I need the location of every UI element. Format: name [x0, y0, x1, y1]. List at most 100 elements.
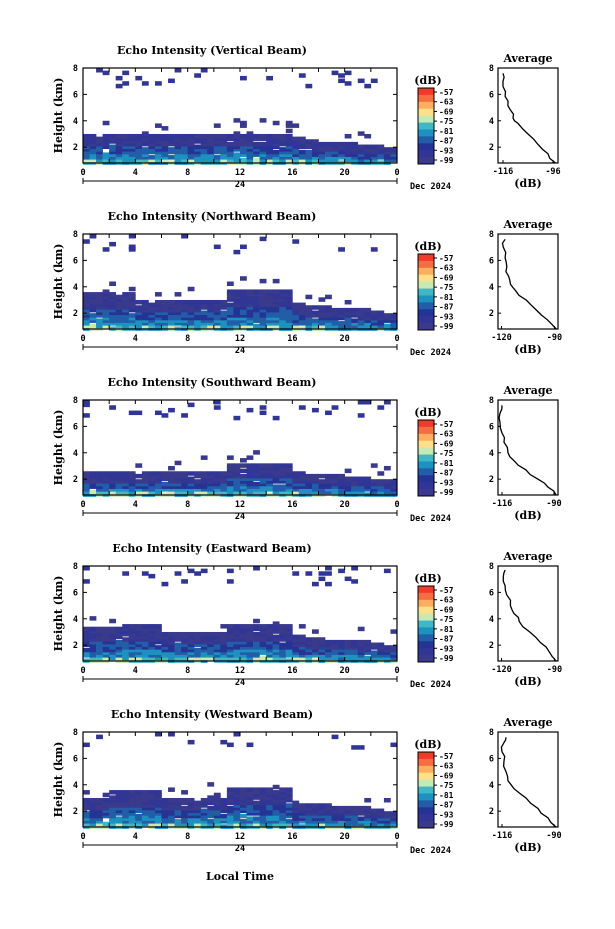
heatmap-cell: [128, 487, 136, 492]
heatmap-cell: [181, 634, 188, 640]
heatmap-cell: [181, 637, 188, 642]
heatmap-cell: [240, 152, 247, 157]
heatmap-cell: [266, 634, 274, 640]
heatmap-cell: [298, 813, 306, 819]
heatmap-cell: [102, 305, 110, 310]
heatmap-cell: [135, 631, 143, 637]
average-y-label: 4: [489, 615, 494, 625]
y-axis-label: Height (km): [52, 742, 65, 818]
heatmap-cell: [141, 637, 149, 642]
heatmap-cell: [292, 653, 300, 658]
heatmap-cell: [240, 800, 247, 806]
heatmap-cell: [89, 294, 97, 300]
heatmap-cell: [128, 639, 136, 645]
heatmap-cell: [246, 463, 254, 468]
heatmap-cell: [357, 131, 365, 136]
heatmap-cell: [168, 821, 175, 827]
heatmap-cell: [266, 821, 274, 827]
heatmap-cell: [240, 120, 247, 126]
heatmap-cell: [292, 139, 300, 144]
heatmap-cell: [370, 463, 378, 468]
heatmap-cells: [83, 566, 398, 663]
heatmap-cell: [135, 481, 143, 487]
heatmap-cell: [338, 155, 345, 160]
heatmap-cell: [331, 808, 339, 814]
heatmap-cell: [292, 647, 300, 653]
heatmap-cell: [338, 568, 345, 574]
heatmap-cell: [161, 141, 169, 147]
heatmap-cell: [272, 811, 280, 816]
heatmap-cell: [109, 294, 117, 300]
heatmap-cell: [128, 653, 136, 658]
heatmap-cell: [305, 473, 313, 479]
heatmap-cell: [364, 323, 372, 329]
heatmap-cell: [364, 313, 372, 318]
heatmap-cell: [148, 136, 156, 142]
heatmap-cell: [344, 318, 352, 323]
x-tick-label: 20: [340, 334, 350, 344]
heatmap-cell: [357, 313, 365, 318]
heatmap-cell: [213, 653, 221, 658]
heatmap-cell: [83, 797, 90, 803]
heatmap-cell: [298, 473, 306, 479]
heatmap-cell: [194, 73, 202, 78]
heatmap-cell: [83, 653, 90, 658]
heatmap-cell: [96, 292, 103, 297]
x-tick-label: 0: [80, 500, 85, 510]
heatmap-cell: [266, 473, 274, 479]
heatmap-cell: [181, 819, 188, 824]
heatmap-cell: [233, 307, 241, 313]
heatmap-cell: [102, 631, 110, 637]
colorbar-segment: [418, 606, 434, 615]
heatmap-cell: [298, 481, 306, 487]
heatmap-cell: [128, 481, 136, 487]
heatmap-cell: [370, 821, 378, 827]
heatmap-cell: [187, 481, 195, 487]
heatmap-cell: [233, 634, 241, 640]
heatmap-cell: [331, 734, 339, 740]
x-tick-label: 0: [394, 334, 399, 344]
heatmap-cell: [174, 645, 182, 650]
heatmap-cell: [207, 639, 215, 645]
heatmap-cell: [279, 489, 287, 495]
heatmap-cell: [285, 479, 293, 484]
colorbar-segment: [418, 420, 434, 428]
heatmap-cell: [220, 152, 228, 157]
heatmap-cell: [154, 634, 162, 640]
heatmap-cell: [174, 631, 182, 637]
heatmap-cell: [96, 147, 103, 152]
heatmap-cell: [102, 647, 110, 653]
heatmap-cell: [161, 147, 169, 152]
heatmap-cell: [141, 489, 149, 495]
heatmap-cell: [266, 294, 274, 300]
heatmap-cell: [305, 805, 313, 811]
colorbar-unit: (dB): [414, 572, 441, 585]
heatmap-cell: [331, 141, 339, 147]
heatmap-cell: [246, 468, 254, 474]
heatmap-cell: [279, 655, 287, 661]
heatmap-cell: [200, 631, 208, 637]
heatmap-cell: [292, 655, 300, 661]
heatmap-cell: [246, 484, 254, 489]
heatmap-cell: [226, 318, 234, 323]
heatmap-cell: [311, 819, 319, 824]
heatmap-cell: [259, 795, 267, 800]
heatmap-cell: [213, 819, 221, 824]
heatmap-cell: [240, 637, 247, 642]
heatmap-cell: [298, 811, 306, 816]
heatmap-cell: [213, 821, 221, 827]
heatmap-cell: [181, 489, 188, 495]
heatmap-cell: [246, 157, 254, 163]
heatmap-cell: [89, 816, 97, 821]
heatmap-cell: [154, 144, 162, 150]
heatmap-cell: [115, 626, 123, 632]
heatmap-cell: [240, 305, 247, 310]
heatmap-cell: [128, 302, 136, 308]
heatmap-cell: [148, 650, 156, 655]
heatmap-cell: [364, 813, 372, 819]
heatmap-cell: [305, 571, 313, 576]
heatmap-cell: [89, 629, 97, 634]
heatmap-cell: [102, 626, 110, 632]
colorbar-label: -99: [439, 156, 454, 165]
heatmap-cell: [233, 302, 241, 308]
